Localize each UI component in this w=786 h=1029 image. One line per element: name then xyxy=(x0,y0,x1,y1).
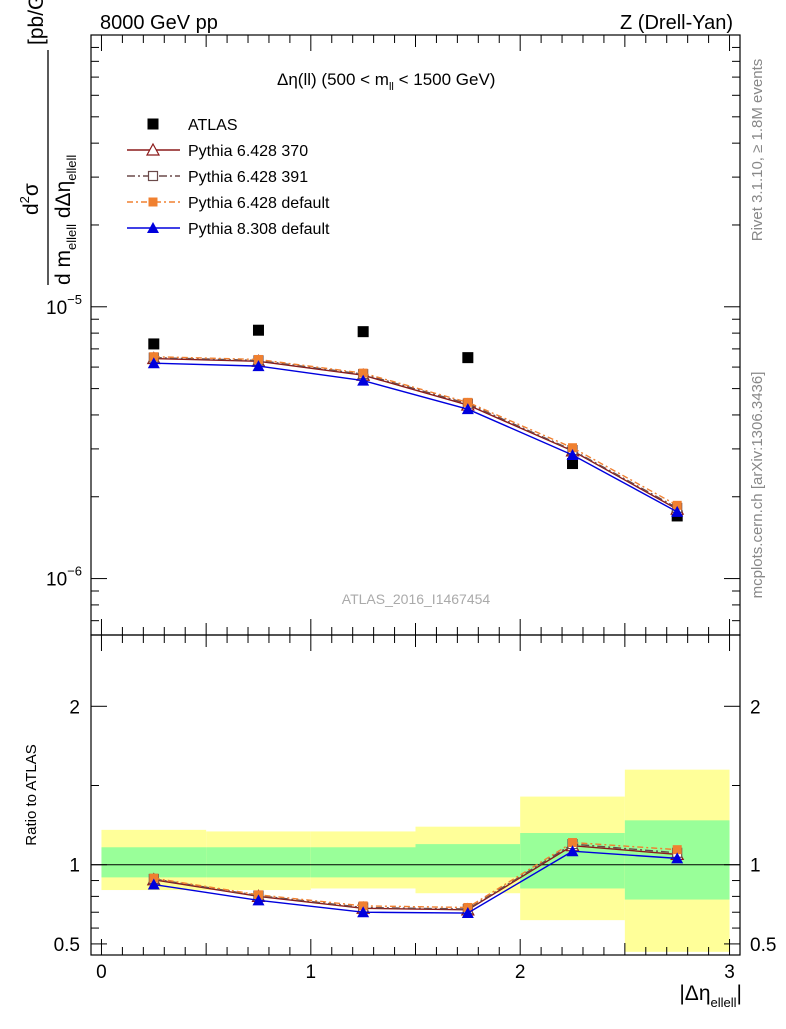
main-point-pythia-8-308-default xyxy=(357,374,370,386)
main-point-atlas xyxy=(357,326,369,338)
legend-marker xyxy=(145,142,161,156)
main-line-pythia-8-308-default xyxy=(153,362,678,513)
main-point-pythia-8-308-default xyxy=(252,360,265,372)
legend-marker xyxy=(147,118,159,130)
main-point-pythia-8-308-default xyxy=(566,448,579,460)
ratio-band-inner xyxy=(310,847,416,878)
ratio-bands xyxy=(101,769,730,952)
ratio-line-pythia-6-428-default xyxy=(153,841,678,909)
main-point-pythia-8-308-default xyxy=(671,505,684,517)
rivet-label: Rivet 3.1.10, ≥ 1.8M events xyxy=(749,59,766,242)
y-axis-label-main: d2σ d mellell dΔηellell [pb/GeV] xyxy=(17,0,79,285)
main-point-pythia-6-428-default xyxy=(568,443,578,453)
main-ytick-label: 10−6 xyxy=(46,564,82,591)
ratio-band-inner xyxy=(206,847,311,878)
x-tick-label: 3 xyxy=(724,962,735,983)
main-point-atlas xyxy=(462,352,474,364)
legend-label: Pythia 8.308 default xyxy=(188,221,330,238)
header-left: 8000 GeV pp xyxy=(100,12,218,34)
legend-item-pythia-6-428-default: Pythia 6.428 default xyxy=(127,195,330,212)
ratio-point-pythia-6-428-default xyxy=(358,901,368,911)
main-line-pythia-6-428-default xyxy=(153,356,678,506)
x-label-tail: | xyxy=(737,982,742,1005)
x-ticks: 0 1 2 3 xyxy=(96,35,735,983)
ratio-point-pythia-8-308-default xyxy=(461,907,474,919)
ratio-ticks: 0.5 0.5 1 1 2 2 xyxy=(54,697,777,956)
legend-label: ATLAS xyxy=(188,117,238,134)
legend-label: Pythia 6.428 370 xyxy=(188,143,308,160)
main-point-pythia-6-428-default xyxy=(358,368,368,378)
main-point-atlas xyxy=(567,458,579,470)
legend-marker xyxy=(147,222,159,233)
ratio-point-pythia-8-308-default xyxy=(566,845,579,857)
main-series xyxy=(146,324,685,522)
main-line-pythia-6-428-391 xyxy=(153,356,678,509)
ratio-point-pythia-6-428-default xyxy=(568,838,578,848)
legend-label: Pythia 6.428 default xyxy=(188,195,330,212)
ratio-ytick-label-right: 1 xyxy=(750,856,761,877)
main-point-pythia-6-428-default xyxy=(253,354,263,364)
y-label-numerator: d2σ xyxy=(17,183,43,215)
legend: ATLAS Pythia 6.428 370 Pythia 6.428 391 Pyt… xyxy=(127,117,330,238)
legend-item-pythia-8-308-default: Pythia 8.308 default xyxy=(127,221,330,238)
plot-title-sub: ll xyxy=(389,81,394,93)
legend-item-pythia-6-428-391: Pythia 6.428 391 xyxy=(127,169,308,186)
ratio-ytick-label-right: 2 xyxy=(750,697,761,718)
legend-label: Pythia 6.428 391 xyxy=(188,169,308,186)
main-point-pythia-6-428-default xyxy=(672,500,682,510)
ratio-point-pythia-8-308-default xyxy=(147,878,160,890)
y-label-denominator: d mellell dΔηellell xyxy=(52,155,79,285)
ratio-point-pythia-8-308-default xyxy=(252,894,265,906)
x-tick-label: 1 xyxy=(306,962,317,983)
main-point-pythia-6-428-default xyxy=(463,397,473,407)
main-point-atlas xyxy=(148,338,160,350)
ratio-line-pythia-8-308-default xyxy=(153,850,678,914)
ratio-ytick-label-left: 0.5 xyxy=(54,935,80,956)
main-point-pythia-6-428-default xyxy=(149,352,159,362)
x-axis-label: |Δηellell| xyxy=(679,982,742,1010)
main-point-pythia-8-308-default xyxy=(461,403,474,415)
ratio-ytick-label-left: 1 xyxy=(69,856,80,877)
legend-marker xyxy=(148,197,158,207)
main-point-pythia-8-308-default xyxy=(147,357,160,369)
main-ytick-label: 10−5 xyxy=(46,292,82,319)
ratio-ytick-label-right: 0.5 xyxy=(750,935,776,956)
ratio-band-inner xyxy=(101,847,207,878)
legend-marker xyxy=(147,170,159,182)
header-right: Z (Drell-Yan) xyxy=(620,12,733,34)
legend-item-pythia-6-428-370: Pythia 6.428 370 xyxy=(127,142,308,160)
ratio-ytick-label-left: 2 xyxy=(69,697,80,718)
main-line-pythia-6-428-370 xyxy=(153,357,678,510)
mcplots-label: mcplots.cern.ch [arXiv:1306.3436] xyxy=(749,372,766,599)
x-label-sub: ellell xyxy=(711,995,737,1010)
legend-item-atlas: ATLAS xyxy=(147,117,238,134)
ratio-line-pythia-6-428-391 xyxy=(153,843,678,910)
main-point-atlas xyxy=(252,324,264,336)
main-ticks: 10−5 10−6 xyxy=(46,34,740,622)
ratio-series xyxy=(146,838,685,919)
plot-title: Δη(ll) (500 < mll < 1500 GeV) xyxy=(277,70,495,93)
ratio-point-pythia-6-428-default xyxy=(672,845,682,855)
y-label-unit: [pb/GeV] xyxy=(25,0,48,45)
x-tick-label: 0 xyxy=(96,962,107,983)
ratio-point-pythia-8-308-default xyxy=(357,906,370,918)
plot-title-tail: < 1500 GeV) xyxy=(394,70,496,89)
x-label-main: |Δη xyxy=(679,982,710,1005)
ratio-line-pythia-6-428-370 xyxy=(153,844,678,911)
ratio-band-inner xyxy=(415,844,521,878)
x-tick-label: 2 xyxy=(515,962,526,983)
analysis-watermark: ATLAS_2016_I1467454 xyxy=(342,591,491,607)
ratio-point-pythia-8-308-default xyxy=(671,852,684,864)
y-axis-label-ratio: Ratio to ATLAS xyxy=(23,744,40,845)
ratio-point-pythia-6-428-default xyxy=(149,873,159,883)
plot-title-main: Δη(ll) (500 < m xyxy=(277,70,389,89)
